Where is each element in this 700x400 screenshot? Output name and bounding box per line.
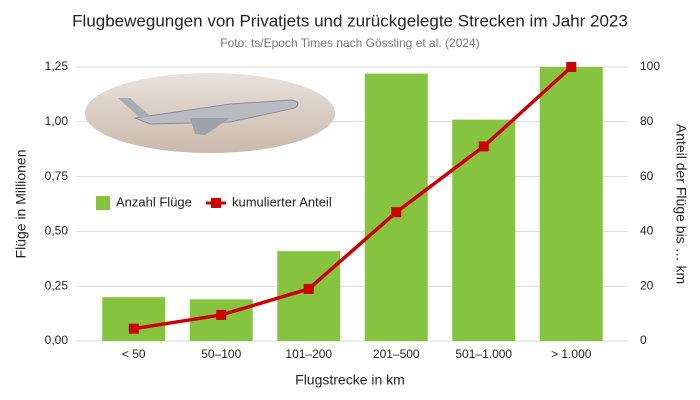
y2-tick-label: 40 <box>640 224 654 238</box>
line-marker <box>128 323 139 334</box>
y-tick-label: 1,25 <box>45 59 69 73</box>
y-tick-label: 1,00 <box>45 114 69 128</box>
y2-tick-label: 100 <box>640 59 660 73</box>
y-tick-label: 0,50 <box>45 224 69 238</box>
legend-swatch <box>96 196 110 210</box>
chart-title: Flugbewegungen von Privatjets und zurück… <box>72 11 628 30</box>
x-tick-label: < 50 <box>122 347 146 361</box>
y-tick-label: 0,00 <box>45 333 69 347</box>
legend-label: kumulierter Anteil <box>232 194 332 209</box>
y2-axis-label: Anteil der Flüge bis … km <box>673 124 689 284</box>
y2-tick-label: 60 <box>640 169 654 183</box>
y-tick-label: 0,25 <box>45 278 69 292</box>
legend-swatch <box>211 198 221 208</box>
x-axis-label: Flugstrecke in km <box>295 372 405 388</box>
airplane-wing <box>190 118 230 135</box>
y2-tick-label: 20 <box>640 278 654 292</box>
airplane <box>133 99 299 125</box>
y2-tick-label: 0 <box>640 333 647 347</box>
bar <box>102 297 166 341</box>
legend-label: Anzahl Flüge <box>116 194 192 209</box>
line-marker <box>303 283 314 294</box>
chart-subtitle: Foto: ts/Epoch Times nach Gössling et al… <box>220 36 479 50</box>
x-tick-label: 50–100 <box>201 347 241 361</box>
line <box>133 65 573 331</box>
bar <box>539 67 603 341</box>
y2-tick-label: 80 <box>640 114 654 128</box>
x-tick-label: 501–1.000 <box>455 347 512 361</box>
airplane-tail <box>118 98 150 118</box>
x-tick-label: 101–200 <box>285 347 332 361</box>
line-marker <box>478 141 489 152</box>
bar <box>452 119 516 341</box>
line-marker <box>391 207 402 218</box>
photo <box>85 73 335 153</box>
line-marker <box>566 62 577 72</box>
y-tick-label: 0,75 <box>45 169 69 183</box>
bar <box>189 299 253 341</box>
x-tick-label: 201–500 <box>373 347 420 361</box>
x-tick-label: > 1.000 <box>551 347 592 361</box>
y-axis-label: Flüge in Millionen <box>13 150 29 259</box>
line-marker <box>216 309 227 320</box>
